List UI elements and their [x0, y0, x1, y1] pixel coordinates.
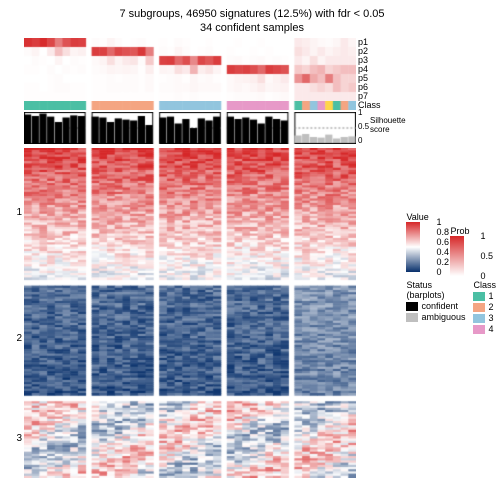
prob-tick: 0 [480, 271, 485, 281]
prob-tick: 0.5 [480, 251, 493, 261]
value-tick: 0.6 [436, 237, 449, 247]
value-tick: 0.2 [436, 257, 449, 267]
prob-tick: 1 [480, 231, 485, 241]
row-labels: p1p2p3p4p5p6p7 Class 1 0.5 0 Silhouettes… [356, 38, 402, 478]
main-heatmap [24, 148, 356, 478]
class-legend-item: 4 [473, 324, 496, 334]
class-legend-item: 1 [473, 291, 496, 301]
class-legend-item: 3 [473, 313, 496, 323]
probability-heatmap [24, 38, 356, 101]
left-axis: 1 2 3 [8, 38, 24, 478]
class-annotation [24, 101, 356, 110]
silhouette-label: Silhouettescore [370, 116, 406, 134]
silhouette-barplot [24, 112, 356, 144]
value-tick: 0.8 [436, 227, 449, 237]
status-legend-title: Status (barplots) [406, 280, 465, 300]
status-legend-item: ambiguous [406, 312, 465, 322]
sil-tick: 1 [358, 108, 362, 117]
page-title: 7 subgroups, 46950 signatures (12.5%) wi… [8, 8, 496, 20]
class-legend-title: Class [473, 280, 496, 290]
prob-gradient [450, 236, 464, 276]
value-tick: 0.4 [436, 247, 449, 257]
class-legend-item: 2 [473, 302, 496, 312]
value-gradient [406, 222, 420, 272]
status-legend-item: confident [406, 301, 465, 311]
heatmap-group-label: 1 [16, 207, 22, 218]
page-subtitle: 34 confident samples [8, 22, 496, 34]
heatmap-group-label: 3 [16, 433, 22, 444]
figure: 123 p1p2p3p4p5p6p7 Class 1 0.5 0 Silhoue… [8, 38, 496, 478]
legends: Value 1 0.8 0.6 0.4 0.2 0 Prob 1 0.5 0 [402, 38, 496, 478]
prob-legend-title: Prob [450, 226, 480, 236]
value-legend-title: Value [406, 212, 496, 222]
class-row-label: Class [358, 101, 402, 110]
sil-tick: 0.5 [358, 122, 369, 131]
heatmap-group-label: 2 [16, 333, 22, 344]
value-tick: 1 [436, 217, 441, 227]
value-tick: 0 [436, 267, 441, 277]
sil-tick: 0 [358, 136, 362, 145]
